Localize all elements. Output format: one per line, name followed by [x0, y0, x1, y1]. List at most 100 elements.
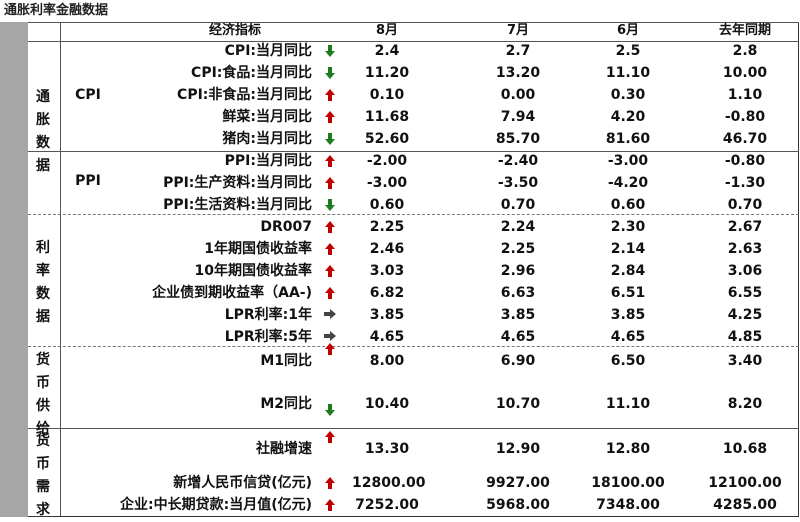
- value-july: 2.96: [500, 263, 536, 279]
- group-label-inflation: 通胀数据: [36, 89, 50, 174]
- indicator-label: PPI:当月同比: [224, 153, 312, 169]
- table-row: PPI:生活资料:当月同比 0.60 0.70 0.60 0.70: [0, 194, 800, 216]
- value-july: 2.7: [505, 43, 531, 59]
- table-row: 1年期国债收益率 2.46 2.25 2.14 2.63: [0, 238, 800, 260]
- arrow-up-icon: [320, 494, 340, 516]
- header-top-line: [28, 22, 799, 23]
- value-august: 11.68: [364, 109, 410, 125]
- indicator-label: 新增人民币信贷(亿元): [173, 475, 312, 491]
- arrow-up-icon: [320, 282, 340, 304]
- group-label-rates: 利率数据: [36, 240, 50, 325]
- table-row: CPI:非食品:当月同比 0.10 0.00 0.30 1.10: [0, 84, 800, 106]
- value-july: 3.85: [500, 307, 536, 323]
- arrow-right-icon: [320, 326, 340, 348]
- value-august: 2.25: [369, 219, 405, 235]
- table-row: 企业债到期收益率（AA-) 6.82 6.63 6.51 6.55: [0, 282, 800, 304]
- value-august: 11.20: [364, 65, 410, 81]
- header-bottom-line: [28, 41, 799, 42]
- arrow-down-icon: [320, 128, 340, 150]
- subgroup-label-ppi: PPI: [75, 173, 101, 189]
- value-july: 4.65: [500, 329, 536, 345]
- table-row: CPI:当月同比 2.4 2.7 2.5 2.8: [0, 40, 800, 62]
- value-june: 2.84: [610, 263, 646, 279]
- value-august: 7252.00: [355, 497, 419, 513]
- arrow-down-icon: [320, 399, 340, 421]
- indicator-label: 社融增速: [256, 441, 312, 457]
- value-july: 2.25: [500, 241, 536, 257]
- value-july: 6.90: [500, 353, 536, 369]
- inflation-rates-divider: [28, 214, 799, 215]
- value-june: -4.20: [607, 175, 649, 191]
- value-august: -2.00: [366, 153, 408, 169]
- group-column-divider: [60, 22, 61, 516]
- value-june: 11.10: [605, 65, 651, 81]
- value-august: 3.03: [369, 263, 405, 279]
- value-august: 52.60: [364, 131, 410, 147]
- group-label-money-supply: 货币供给: [36, 352, 50, 437]
- value-last-year: 46.70: [722, 131, 768, 147]
- arrow-up-icon: [320, 172, 340, 194]
- value-last-year: 1.10: [727, 87, 763, 103]
- group-label-money-demand: 货币需求: [36, 433, 50, 518]
- table-row: 鲜菜:当月同比 11.68 7.94 4.20 -0.80: [0, 106, 800, 128]
- header-indicator: 经济指标: [208, 23, 261, 38]
- header-august: 8月: [375, 23, 399, 38]
- value-august: 4.65: [369, 329, 405, 345]
- table-row: CPI:食品:当月同比 11.20 13.20 11.10 10.00: [0, 62, 800, 84]
- value-june: -3.00: [607, 153, 649, 169]
- value-july: 2.24: [500, 219, 536, 235]
- value-august: 3.85: [369, 307, 405, 323]
- value-last-year: 10.68: [722, 441, 768, 457]
- table-row: PPI:当月同比 -2.00 -2.40 -3.00 -0.80: [0, 150, 800, 172]
- value-june: 3.85: [610, 307, 646, 323]
- value-june: 81.60: [605, 131, 651, 147]
- value-june: 6.51: [610, 285, 646, 301]
- value-july: 6.63: [500, 285, 536, 301]
- arrow-up-icon: [320, 260, 340, 282]
- value-last-year: 4285.00: [713, 497, 777, 513]
- value-june: 7348.00: [596, 497, 660, 513]
- table-row: M1同比 8.00 6.90 6.50 3.40: [0, 343, 800, 372]
- value-last-year: 12100.00: [708, 475, 782, 491]
- table-title: 通胀利率金融数据: [4, 3, 109, 18]
- table-row: 新增人民币信贷(亿元) 12800.00 9927.00 18100.00 12100.…: [0, 472, 800, 494]
- rates-money-divider: [28, 346, 799, 347]
- value-june: 4.20: [610, 109, 646, 125]
- value-june: 12.80: [605, 441, 651, 457]
- value-june: 4.65: [610, 329, 646, 345]
- indicator-label: LPR利率:1年: [224, 307, 312, 323]
- value-july: 0.70: [500, 197, 536, 213]
- value-june: 2.30: [610, 219, 646, 235]
- value-last-year: 0.70: [727, 197, 763, 213]
- value-last-year: 2.8: [732, 43, 758, 59]
- value-august: 0.60: [369, 197, 405, 213]
- table-row: LPR利率:1年 3.85 3.85 3.85 4.25: [0, 304, 800, 326]
- table-row: 企业:中长期贷款:当月值(亿元) 7252.00 5968.00 7348.00 428…: [0, 494, 800, 516]
- value-july: 5968.00: [486, 497, 550, 513]
- value-july: 12.90: [495, 441, 541, 457]
- header-last-year: 去年同期: [718, 23, 771, 38]
- value-august: 12800.00: [352, 475, 426, 491]
- indicator-label: M1同比: [260, 353, 312, 369]
- value-august: 2.4: [374, 43, 400, 59]
- table-row: PPI:生产资料:当月同比 -3.00 -3.50 -4.20 -1.30: [0, 172, 800, 194]
- value-june: 18100.00: [591, 475, 665, 491]
- arrow-up-icon: [320, 106, 340, 128]
- value-july: 13.20: [495, 65, 541, 81]
- indicator-label: PPI:生活资料:当月同比: [163, 197, 312, 213]
- cpi-ppi-divider: [28, 151, 799, 152]
- value-august: 0.10: [369, 87, 405, 103]
- indicator-label: 企业债到期收益率（AA-): [152, 285, 312, 301]
- value-june: 11.10: [605, 396, 651, 412]
- value-last-year: 6.55: [727, 285, 763, 301]
- arrow-up-icon: [320, 84, 340, 106]
- arrow-up-icon: [320, 150, 340, 172]
- value-last-year: 3.40: [727, 353, 763, 369]
- table-row: LPR利率:5年 4.65 4.65 4.65 4.85: [0, 326, 800, 348]
- value-july: 9927.00: [486, 475, 550, 491]
- value-august: 6.82: [369, 285, 405, 301]
- indicator-label: DR007: [260, 219, 312, 235]
- indicator-label: LPR利率:5年: [224, 329, 312, 345]
- arrow-up-icon: [320, 426, 340, 448]
- value-july: 7.94: [500, 109, 536, 125]
